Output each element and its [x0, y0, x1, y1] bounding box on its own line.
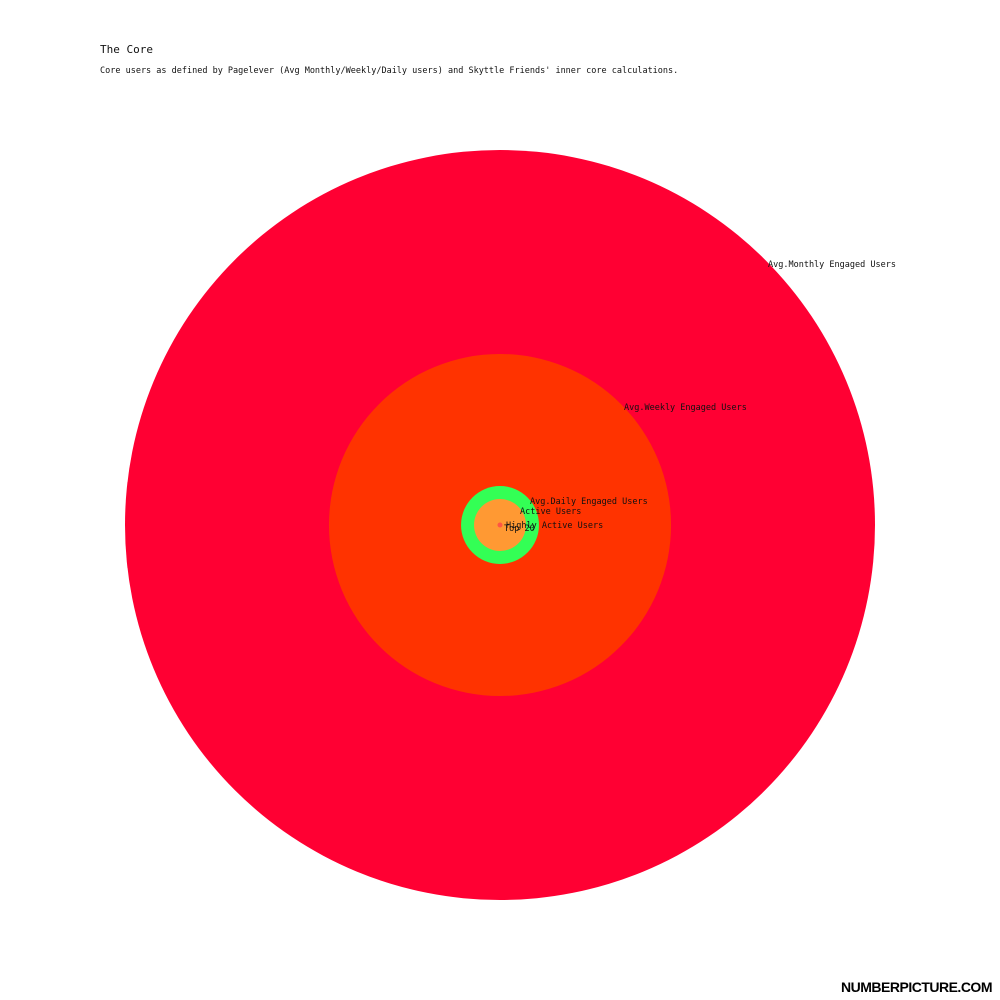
- label-avg-daily-engaged-users: Avg.Daily Engaged Users: [530, 497, 648, 507]
- label-active-users: Active Users: [520, 507, 581, 517]
- label-avg-monthly-engaged-users: Avg.Monthly Engaged Users: [768, 260, 896, 270]
- label-group: Avg.Monthly Engaged Users Avg.Weekly Enga…: [504, 260, 896, 534]
- label-top-20: Top 20: [504, 524, 535, 534]
- brand-logo-text: NUMBERPICTURE.COM: [841, 979, 992, 995]
- circle-group: [125, 150, 875, 900]
- label-highly-active-users: Highly Active Users: [506, 521, 603, 531]
- label-avg-weekly-engaged-users: Avg.Weekly Engaged Users: [624, 403, 747, 413]
- chart-title: The Core: [100, 43, 153, 56]
- chart-subtitle: Core users as defined by Pagelever (Avg …: [100, 66, 679, 76]
- circle-top-20: [497, 522, 503, 528]
